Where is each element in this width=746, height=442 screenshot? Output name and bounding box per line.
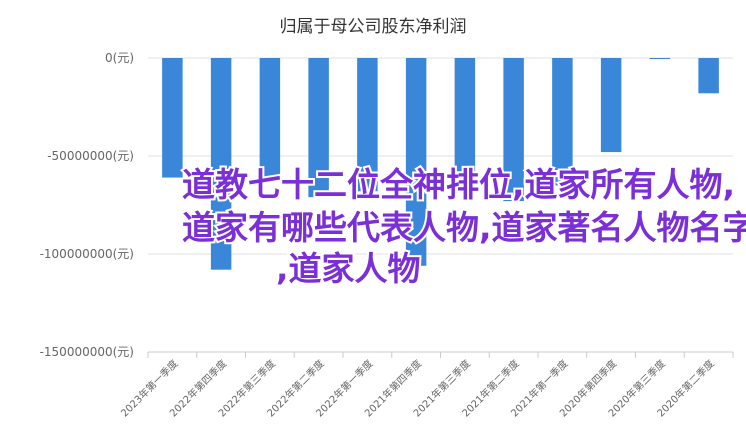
y-axis-ticks: 0(元) -50000000(元) -100000000(元) -150000000(… (40, 51, 134, 359)
y-tick-label: -100000000(元) (40, 247, 134, 261)
bar (503, 58, 524, 202)
bar (454, 58, 476, 188)
bar (552, 58, 573, 186)
overlay-watermark-text: 道教七十二位全神排位,道家所有人物, 道家有哪些代表人物,道家著名人物名字 ,道… (180, 163, 746, 290)
bars (162, 58, 719, 270)
overlay-line-2: 道家有哪些代表人物,道家著名人物名字 (182, 208, 746, 247)
x-axis-ticks: 2023年第一季度2022年第四季度2022年第三季度2022年第二季度2022… (118, 352, 734, 419)
bar (698, 58, 719, 94)
y-tick-label: -150000000(元) (40, 345, 134, 359)
bar (649, 58, 671, 59)
grid-lines (148, 57, 733, 353)
bar (600, 58, 622, 153)
bar (308, 58, 329, 198)
bar (210, 58, 232, 270)
overlay-line-3: ,道家人物 (276, 249, 421, 288)
overlay-line-1: 道教七十二位全神排位,道家所有人物, (182, 165, 735, 204)
bar (162, 58, 183, 178)
y-tick-label: -50000000(元) (47, 149, 134, 163)
y-tick-label: 0(元) (105, 51, 134, 65)
chart-title: 归属于母公司股东净利润 (280, 17, 467, 37)
bar (357, 58, 378, 192)
bar (405, 58, 427, 266)
bar (259, 58, 281, 180)
